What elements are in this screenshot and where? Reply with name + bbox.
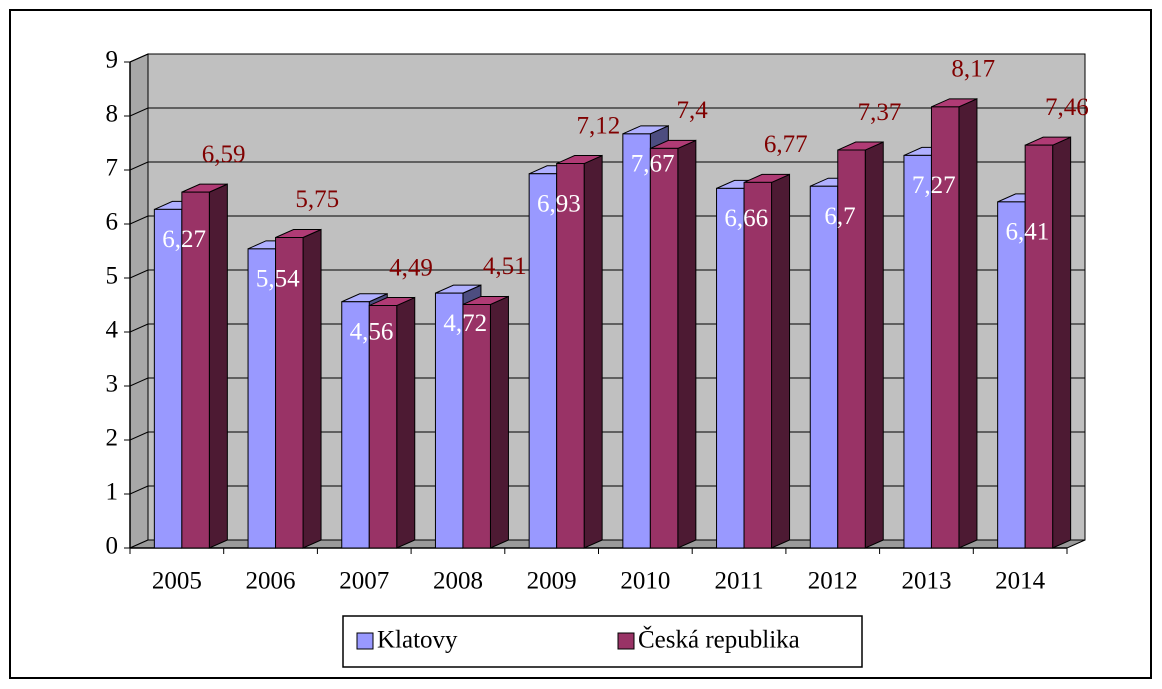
- bar-front: [368, 305, 398, 549]
- bar: [1024, 136, 1072, 549]
- bar-front: [462, 303, 491, 549]
- x-tick-label: 2009: [527, 568, 577, 595]
- grid-line: [129, 431, 149, 441]
- bar: [743, 173, 791, 549]
- data-label: 6,27: [162, 226, 206, 253]
- x-tick-label: 2006: [246, 568, 296, 595]
- grid-line: [129, 323, 149, 333]
- data-label: 7,46: [1045, 94, 1089, 121]
- bar: [462, 295, 509, 549]
- y-tick-label: 0: [106, 533, 119, 560]
- data-label: 7,4: [676, 97, 708, 124]
- bar-front: [809, 185, 839, 549]
- bar-side: [489, 295, 509, 549]
- data-label: 4,56: [350, 318, 394, 345]
- bar: [930, 98, 978, 549]
- x-tick-label: 2010: [620, 568, 670, 595]
- data-label: 4,49: [389, 254, 433, 281]
- bar-front: [997, 201, 1026, 549]
- data-label: 6,93: [537, 191, 581, 218]
- bar-side: [771, 173, 791, 549]
- legend-swatch: [356, 632, 374, 650]
- bar-front: [649, 147, 679, 549]
- y-tick-label: 8: [106, 101, 119, 128]
- bar-side: [958, 98, 978, 549]
- bar-front: [743, 181, 773, 549]
- data-label: 5,75: [295, 186, 339, 213]
- bar-front: [930, 106, 960, 549]
- data-label: 4,51: [483, 253, 527, 280]
- y-tick-label: 6: [106, 209, 119, 236]
- bar-side: [302, 228, 322, 549]
- grid-line: [129, 485, 149, 495]
- bar-side: [583, 154, 603, 549]
- grid-line: [129, 377, 149, 387]
- legend: [342, 615, 863, 668]
- bar: [649, 139, 697, 549]
- side-wall: [129, 53, 149, 549]
- legend-label: Česká republika: [638, 626, 800, 654]
- y-tick-label: 3: [106, 371, 119, 398]
- grid-line: [129, 215, 149, 225]
- bar: [837, 141, 884, 549]
- data-label: 7,12: [577, 112, 621, 139]
- bar-front: [556, 163, 585, 549]
- bar-front: [181, 191, 210, 549]
- bar-side: [677, 139, 697, 549]
- legend-label: Klatovy: [377, 627, 458, 654]
- data-label: 6,7: [824, 203, 855, 230]
- bar: [556, 154, 603, 549]
- bar-front: [528, 173, 558, 549]
- data-label: 8,17: [951, 56, 995, 83]
- bar-side: [864, 141, 884, 549]
- grid-line: [129, 269, 149, 279]
- data-label: 6,59: [202, 141, 246, 168]
- data-label: 7,67: [631, 151, 675, 178]
- bar-side: [1052, 136, 1072, 549]
- bar-side: [208, 183, 228, 549]
- legend-swatch: [617, 632, 635, 650]
- data-label: 7,37: [858, 99, 902, 126]
- bar: [275, 228, 322, 549]
- x-tick-label: 2012: [808, 568, 858, 595]
- x-tick-label: 2014: [995, 568, 1046, 595]
- y-tick-label: 4: [106, 317, 119, 344]
- x-tick-label: 2005: [152, 568, 202, 595]
- bar-front: [153, 208, 183, 549]
- y-tick-label: 1: [106, 479, 119, 506]
- data-label: 6,66: [724, 205, 768, 232]
- x-tick-label: 2011: [715, 568, 764, 595]
- y-tick-label: 2: [106, 425, 119, 452]
- data-label: 6,41: [1006, 219, 1050, 246]
- bar-front: [247, 248, 277, 549]
- x-tick-label: 2013: [901, 568, 951, 595]
- grid-line: [129, 107, 149, 117]
- bar-front: [716, 187, 745, 549]
- y-tick-label: 9: [106, 47, 119, 74]
- bar-front: [837, 149, 866, 549]
- bar-front: [275, 237, 304, 549]
- x-tick-label: 2008: [433, 568, 483, 595]
- data-label: 4,72: [443, 310, 487, 337]
- grid-line: [129, 53, 149, 63]
- bar-side: [396, 296, 416, 549]
- grid-line: [129, 161, 149, 171]
- bar-front: [903, 154, 932, 549]
- y-tick-label: 7: [106, 155, 119, 182]
- bar: [181, 183, 228, 549]
- y-tick-label: 5: [106, 263, 119, 290]
- x-tick-label: 2007: [339, 568, 389, 595]
- data-label: 5,54: [256, 266, 300, 293]
- bar: [368, 296, 416, 549]
- bar-front: [622, 133, 651, 549]
- bar-front: [1024, 144, 1054, 549]
- data-label: 6,77: [764, 131, 808, 158]
- data-label: 7,27: [912, 172, 956, 199]
